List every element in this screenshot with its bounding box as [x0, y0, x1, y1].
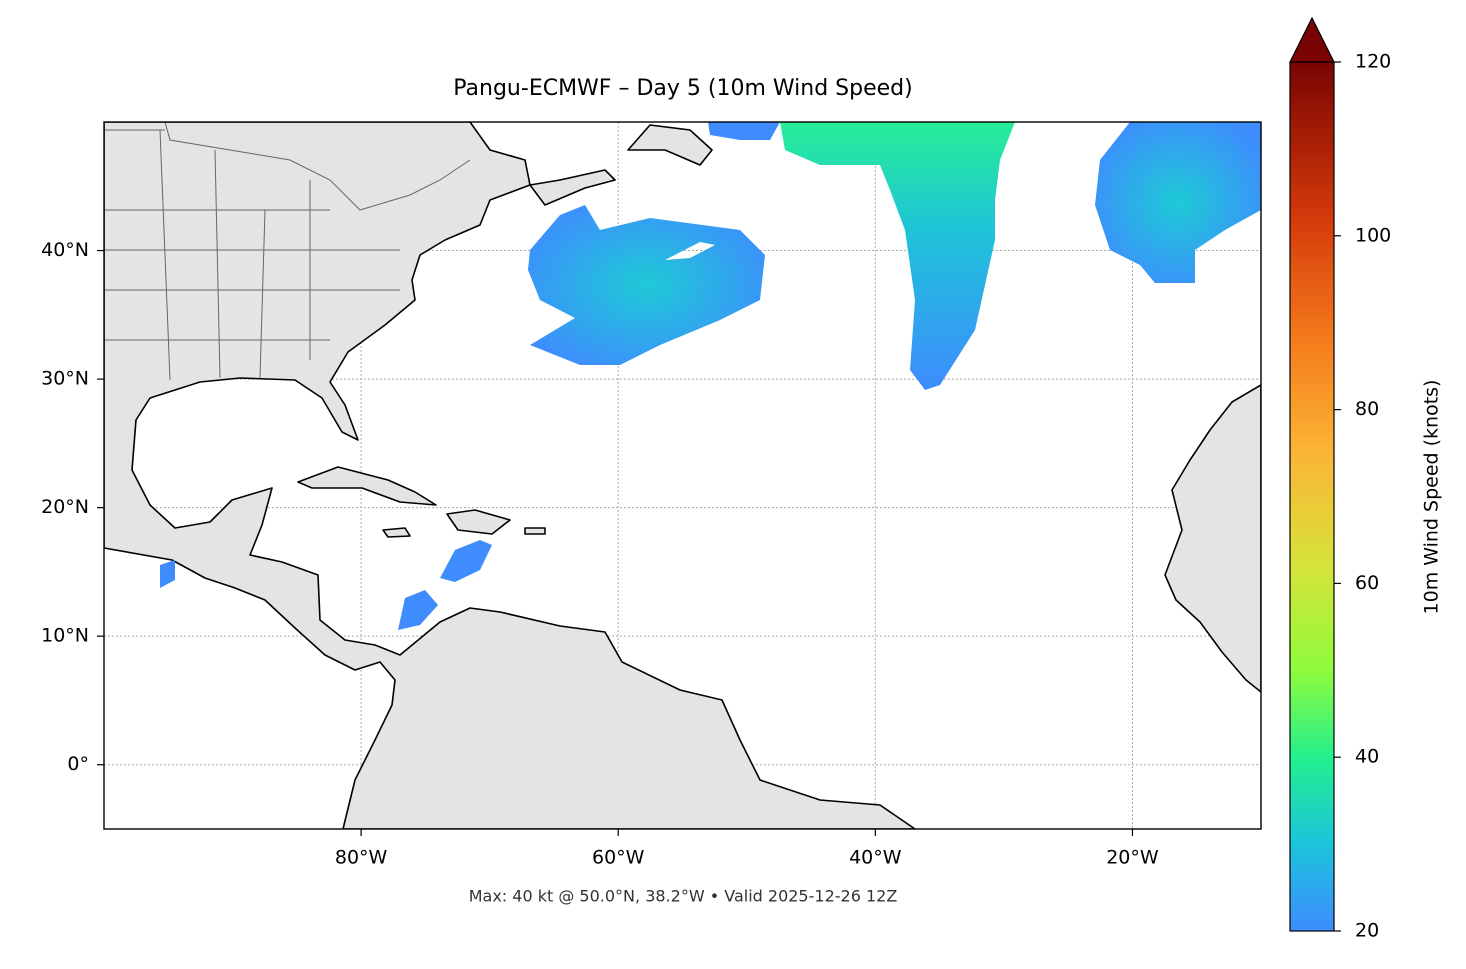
colorbar-tick-label: 60 — [1355, 572, 1379, 594]
newfoundland — [627, 124, 713, 166]
africa — [1164, 384, 1261, 693]
y-tick-label: 30°N — [41, 368, 89, 390]
colorbar-scale — [1289, 61, 1335, 932]
state-borders — [104, 129, 400, 381]
wind-area — [440, 540, 492, 582]
jamaica — [382, 527, 411, 538]
x-tick-label: 80°W — [335, 847, 388, 869]
wind-area — [528, 205, 765, 365]
colorbar-tick-label: 40 — [1355, 746, 1379, 768]
wind-area — [780, 122, 1015, 390]
x-tick-label: 60°W — [592, 847, 645, 869]
wind-speed-field — [160, 122, 1261, 630]
x-tick-label: 20°W — [1106, 847, 1159, 869]
y-tick-label: 20°N — [41, 496, 89, 518]
wind-area — [1095, 122, 1261, 283]
wind-area — [398, 590, 438, 630]
hispaniola — [446, 509, 511, 535]
y-tick-label: 0° — [67, 753, 89, 775]
cuba — [297, 466, 437, 506]
americas — [104, 122, 916, 829]
colorbar-tick-label: 120 — [1355, 51, 1391, 73]
plot-frame — [103, 121, 1262, 830]
chart-title: Pangu-ECMWF – Day 5 (10m Wind Speed) — [453, 76, 912, 101]
us-canada-border — [104, 122, 471, 211]
colorbar-tick-label: 80 — [1355, 398, 1379, 420]
annotation: Max: 40 kt @ 50.0°N, 38.2°W • Valid 2025… — [469, 887, 898, 906]
colorbar-tick-label: 20 — [1355, 920, 1379, 942]
x-tick-label: 40°W — [849, 847, 902, 869]
wind-area — [160, 560, 175, 588]
land — [104, 122, 1261, 829]
colorbar: 10m Wind Speed (knots) — [1289, 16, 1443, 932]
y-tick-label: 10°N — [41, 625, 89, 647]
colorbar-label: 10m Wind Speed (knots) — [1421, 380, 1443, 615]
y-tick-label: 40°N — [41, 239, 89, 261]
puerto-rico — [524, 527, 546, 535]
wind-area — [708, 122, 780, 140]
nova-scotia — [529, 169, 616, 206]
colorbar-tick-label: 100 — [1355, 224, 1391, 246]
map-area — [104, 122, 1261, 829]
colorbar-extend — [1289, 16, 1335, 63]
